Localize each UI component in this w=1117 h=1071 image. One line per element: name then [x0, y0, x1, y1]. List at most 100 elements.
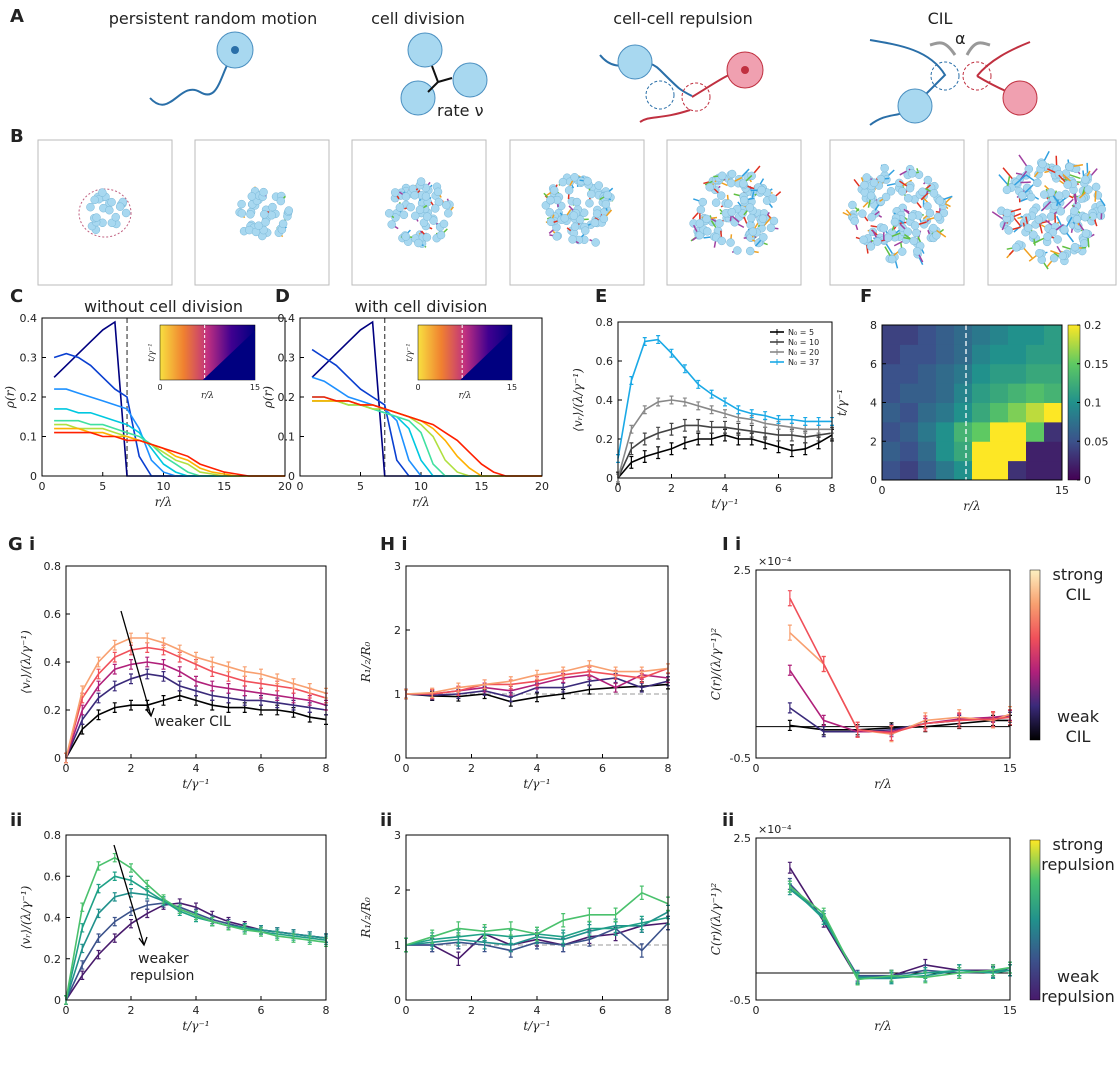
- y-tick-label: 0: [54, 994, 61, 1007]
- y-axis-label: C(r)/(λ/γ⁻¹)²: [709, 883, 723, 956]
- x-tick-label: 6: [775, 482, 782, 495]
- error-bar: [639, 666, 644, 677]
- error-bar: [642, 405, 647, 415]
- y-tick-label: 0.2: [44, 704, 62, 717]
- x-tick-label: 5: [357, 480, 364, 493]
- error-bar: [776, 415, 781, 424]
- y-axis-label: ρ(r): [261, 386, 275, 409]
- error-bar: [656, 426, 661, 440]
- cell: [237, 209, 247, 218]
- heatmap-cell: [1044, 441, 1063, 462]
- cell: [1035, 248, 1044, 258]
- cell: [384, 209, 394, 218]
- cell: [929, 223, 938, 233]
- cell: [387, 220, 396, 229]
- cell: [910, 221, 920, 230]
- cell: [860, 180, 869, 190]
- error-bar: [889, 969, 894, 982]
- error-bar: [161, 637, 166, 649]
- error-bar: [145, 900, 150, 910]
- heatmap-cell: [1008, 441, 1027, 462]
- error-bar: [629, 442, 634, 456]
- cell: [452, 62, 488, 98]
- cell: [883, 233, 893, 243]
- cell-ghost: [645, 80, 675, 110]
- cell: [564, 186, 574, 195]
- cell: [881, 192, 891, 202]
- inset-tick-label: 15: [250, 383, 260, 392]
- heatmap-cell: [1044, 344, 1063, 365]
- cell: [268, 202, 277, 212]
- annotation: weaker CIL: [154, 714, 231, 730]
- y-tick-label: 8: [870, 319, 877, 332]
- legend-label: N₀ = 20: [788, 348, 819, 357]
- heatmap-cell: [972, 344, 991, 365]
- heatmap-cell: [972, 325, 991, 345]
- x-tick-label: 2: [468, 1004, 475, 1017]
- error-bar: [210, 916, 215, 927]
- panel-label: G i: [8, 534, 35, 555]
- cell: [733, 246, 742, 255]
- cell: [591, 238, 600, 247]
- cell: [1091, 182, 1101, 192]
- error-bar: [194, 675, 198, 687]
- heatmap-cell: [936, 460, 955, 481]
- heatmap-cell: [882, 402, 901, 423]
- heatmap-cell: [936, 325, 955, 345]
- cell: [439, 219, 449, 229]
- cell: [726, 238, 735, 247]
- heatmap-cell: [1026, 402, 1045, 423]
- y-tick-label: 0.2: [278, 391, 296, 404]
- error-bar: [561, 666, 566, 677]
- cell: [254, 221, 263, 230]
- panel-label: I i: [722, 534, 741, 555]
- cell: [1077, 194, 1086, 203]
- cell: [859, 235, 868, 245]
- x-axis-label: t/γ⁻¹: [182, 1019, 209, 1033]
- chart-title: with cell division: [355, 297, 488, 316]
- y-tick-label: 0.8: [596, 316, 614, 329]
- annotation-arrow: [113, 844, 148, 947]
- heatmap-cell: [900, 363, 919, 384]
- error-bar: [80, 902, 85, 912]
- x-tick-label: 0: [63, 1004, 70, 1017]
- error-bar: [787, 861, 792, 874]
- heatmap-cell: [936, 441, 955, 462]
- error-bar: [96, 680, 101, 692]
- cell: [727, 207, 737, 217]
- y-tick-label: 0: [394, 994, 401, 1007]
- cell: [429, 216, 438, 225]
- heatmap-cell: [882, 460, 901, 481]
- y-tick-label: 1: [394, 939, 401, 952]
- error-bar: [129, 918, 133, 929]
- error-bar: [96, 908, 101, 919]
- cell: [739, 195, 749, 205]
- cell: [415, 205, 425, 214]
- heatmap-cell: [990, 344, 1009, 365]
- x-axis-label: t/γ⁻¹: [523, 1019, 550, 1033]
- cell: [570, 222, 580, 232]
- heatmap-cell: [918, 402, 937, 423]
- cell: [401, 232, 411, 241]
- cell: [1097, 205, 1107, 214]
- error-bar: [307, 683, 312, 694]
- cell: [92, 213, 101, 222]
- cell: [399, 210, 409, 220]
- error-bar: [161, 671, 166, 682]
- error-bar: [763, 411, 768, 421]
- x-tick-label: 6: [258, 762, 265, 775]
- error-bar: [639, 915, 644, 931]
- error-bar: [112, 639, 117, 651]
- diagram-a: persistent random motion cell division c…: [109, 9, 1038, 126]
- error-bar: [535, 926, 539, 942]
- cell: [745, 246, 755, 256]
- error-bar: [508, 676, 513, 687]
- annotation: repulsion: [130, 968, 194, 984]
- cell: [434, 197, 444, 207]
- x-tick-label: 8: [323, 1004, 330, 1017]
- cell: [433, 187, 443, 197]
- cell: [552, 232, 562, 241]
- error-bar: [194, 910, 198, 921]
- heatmap-cell: [936, 383, 955, 403]
- cell: [603, 190, 612, 200]
